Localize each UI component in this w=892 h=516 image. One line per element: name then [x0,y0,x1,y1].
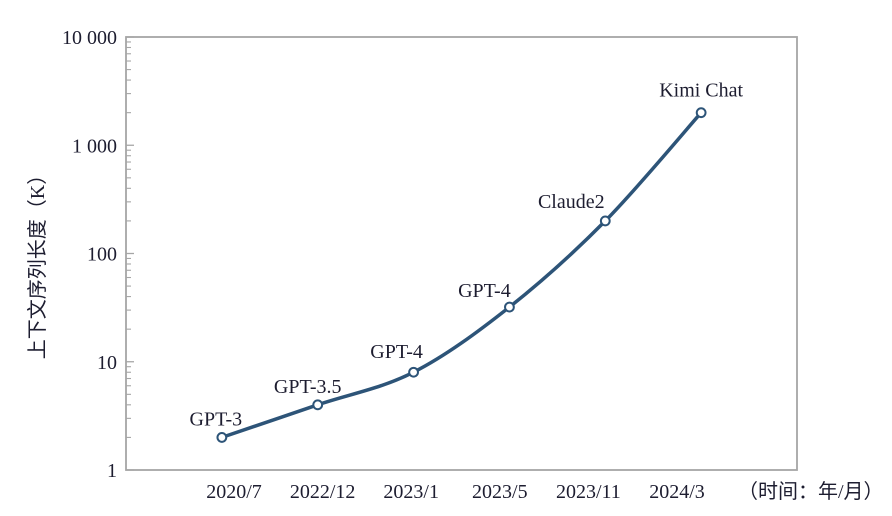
data-point-labels: GPT-3 GPT-3.5 GPT-4 GPT-4 Claude2 Kimi Chat [190,80,744,431]
data-point-label: GPT-3 [190,408,243,430]
y-axis-title: 上下文序列长度（K） [26,165,49,359]
data-point-label: GPT-3.5 [274,376,342,398]
y-tick-label: 10 [97,352,117,374]
x-axis-tick-labels: 2020/7 2022/12 2023/1 2023/5 2023/11 2024/3 [206,481,705,503]
y-tick-label: 1 [107,460,117,482]
data-point-marker [504,301,515,313]
x-tick-label: 2023/5 [472,481,528,503]
x-tick-label: 2024/3 [649,481,705,503]
x-tick-label: 2022/12 [290,481,356,503]
data-point-marker [695,107,707,119]
x-tick-label: 2020/7 [206,481,262,503]
y-axis-tick-labels: 1 10 100 1 000 10 000 [62,27,117,482]
data-point-marker [599,215,611,227]
data-point-marker [312,399,324,411]
series-line [220,110,703,440]
y-axis-ticks [126,36,134,471]
plot-border [125,36,798,471]
y-tick-label: 10 000 [62,27,117,49]
data-point-label: Kimi Chat [659,80,743,102]
x-axis-title: （时间：年/月） [738,480,884,503]
data-point-marker [408,366,419,378]
data-point-label: GPT-4 [458,280,511,302]
plot-frame [125,36,798,471]
x-tick-label: 2023/1 [383,481,439,503]
data-series [216,107,707,443]
data-point-label: GPT-4 [370,341,423,363]
y-tick-label: 1 000 [72,135,117,157]
data-point-marker [216,432,228,443]
y-tick-label: 100 [87,244,117,266]
data-point-label: Claude2 [538,191,605,213]
x-tick-label: 2023/11 [556,481,621,503]
